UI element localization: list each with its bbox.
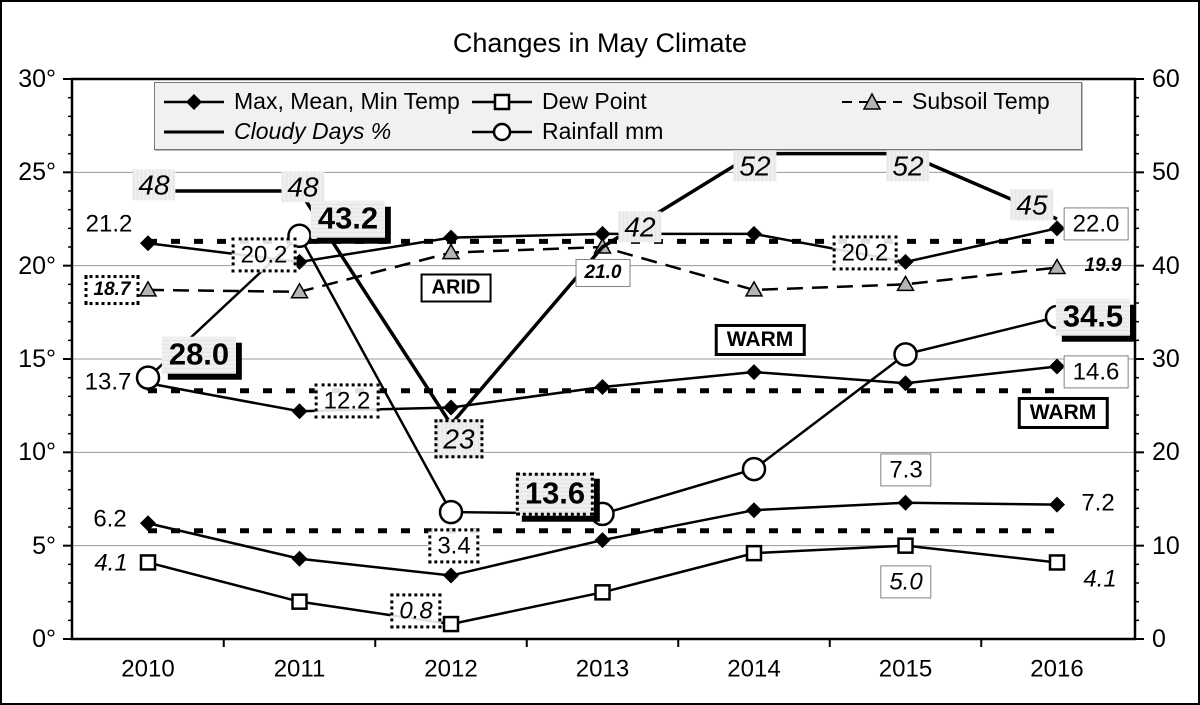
- data-label: 18.7: [84, 275, 140, 305]
- data-label: ARID: [420, 273, 492, 303]
- data-label: 48: [132, 169, 176, 201]
- data-label: 21.2: [85, 210, 133, 238]
- x-axis-tick: 2011: [273, 655, 326, 683]
- y-axis-tick-left: 15°: [18, 344, 56, 373]
- data-label: 4.1: [1083, 565, 1117, 593]
- legend-item-dew-point: Dew Point: [471, 88, 647, 115]
- data-label: WARM: [714, 323, 806, 357]
- y-axis-tick-right: 20: [1152, 438, 1180, 467]
- y-axis-tick-right: 40: [1152, 251, 1180, 280]
- data-label: 3.4: [428, 528, 480, 564]
- square-marker-icon: [472, 93, 532, 110]
- y-axis-tick-left: 30°: [18, 64, 56, 93]
- data-label: 34.5: [1055, 298, 1131, 336]
- data-label: 5.0: [880, 565, 932, 599]
- data-label: 21.0: [575, 259, 631, 287]
- data-label: 20.2: [231, 237, 297, 273]
- data-label: 52: [733, 150, 777, 182]
- chart-title: Changes in May Climate: [452, 28, 748, 58]
- x-axis-tick: 2012: [424, 655, 478, 683]
- y-axis-tick-left: 0°: [32, 624, 56, 653]
- x-axis-tick: 2015: [878, 655, 933, 683]
- data-label: 52: [886, 150, 930, 182]
- data-label: 20.2: [832, 235, 898, 271]
- y-axis-tick-right: 30: [1152, 344, 1180, 373]
- x-axis-tick: 2014: [727, 655, 781, 683]
- data-label: 13.7: [84, 368, 132, 396]
- y-axis-tick-left: 5°: [32, 531, 56, 560]
- legend-item-rainfall: Rainfall mm: [471, 118, 663, 145]
- data-label: 12.2: [314, 383, 380, 419]
- legend-item-cloudy-days: Cloudy Days %: [163, 118, 391, 145]
- data-label: 7.3: [880, 453, 932, 487]
- data-label: 45: [1010, 189, 1054, 221]
- data-label: 0.8: [390, 593, 442, 629]
- data-label: 19.9: [1084, 255, 1122, 277]
- y-axis-tick-right: 50: [1152, 158, 1180, 187]
- x-axis-tick: 2013: [575, 655, 630, 683]
- data-label: 42: [618, 211, 662, 243]
- data-label: 43.2: [310, 200, 386, 238]
- chart-legend: Max, Mean, Min Temp Dew Point Subsoil Te…: [154, 82, 1082, 150]
- x-axis-tick: 2010: [121, 655, 175, 683]
- legend-label: Subsoil Temp: [912, 88, 1050, 114]
- data-label: 23: [434, 419, 484, 459]
- y-axis-tick-left: 25°: [18, 158, 56, 187]
- data-label: 7.2: [1081, 489, 1115, 517]
- triangle-marker-icon: [842, 91, 902, 110]
- legend-item-max-mean-min-temp: Max, Mean, Min Temp: [163, 88, 460, 115]
- data-label: 48: [281, 171, 325, 203]
- data-label: 22.0: [1063, 207, 1129, 241]
- legend-label: Max, Mean, Min Temp: [234, 88, 460, 114]
- data-label: 4.1: [94, 549, 128, 577]
- diamond-marker-icon: [164, 93, 224, 110]
- x-axis-tick: 2016: [1030, 655, 1084, 683]
- y-axis-tick-right: 0: [1152, 624, 1166, 653]
- legend-label: Cloudy Days %: [234, 118, 392, 144]
- data-label: 13.6: [515, 472, 595, 516]
- circle-marker-icon: [472, 122, 532, 141]
- data-label: 28.0: [161, 336, 237, 374]
- y-axis-tick-left: 10°: [18, 438, 56, 467]
- legend-label: Rainfall mm: [542, 118, 664, 144]
- data-label: WARM: [1017, 396, 1109, 430]
- line-marker-icon: [164, 130, 224, 133]
- data-label: 6.2: [93, 505, 127, 533]
- data-label: 14.6: [1063, 355, 1129, 389]
- legend-label: Dew Point: [542, 88, 647, 114]
- y-axis-tick-right: 60: [1152, 64, 1180, 93]
- legend-item-subsoil-temp: Subsoil Temp: [841, 88, 1050, 115]
- y-axis-tick-right: 10: [1152, 531, 1180, 560]
- y-axis-tick-left: 20°: [18, 251, 56, 280]
